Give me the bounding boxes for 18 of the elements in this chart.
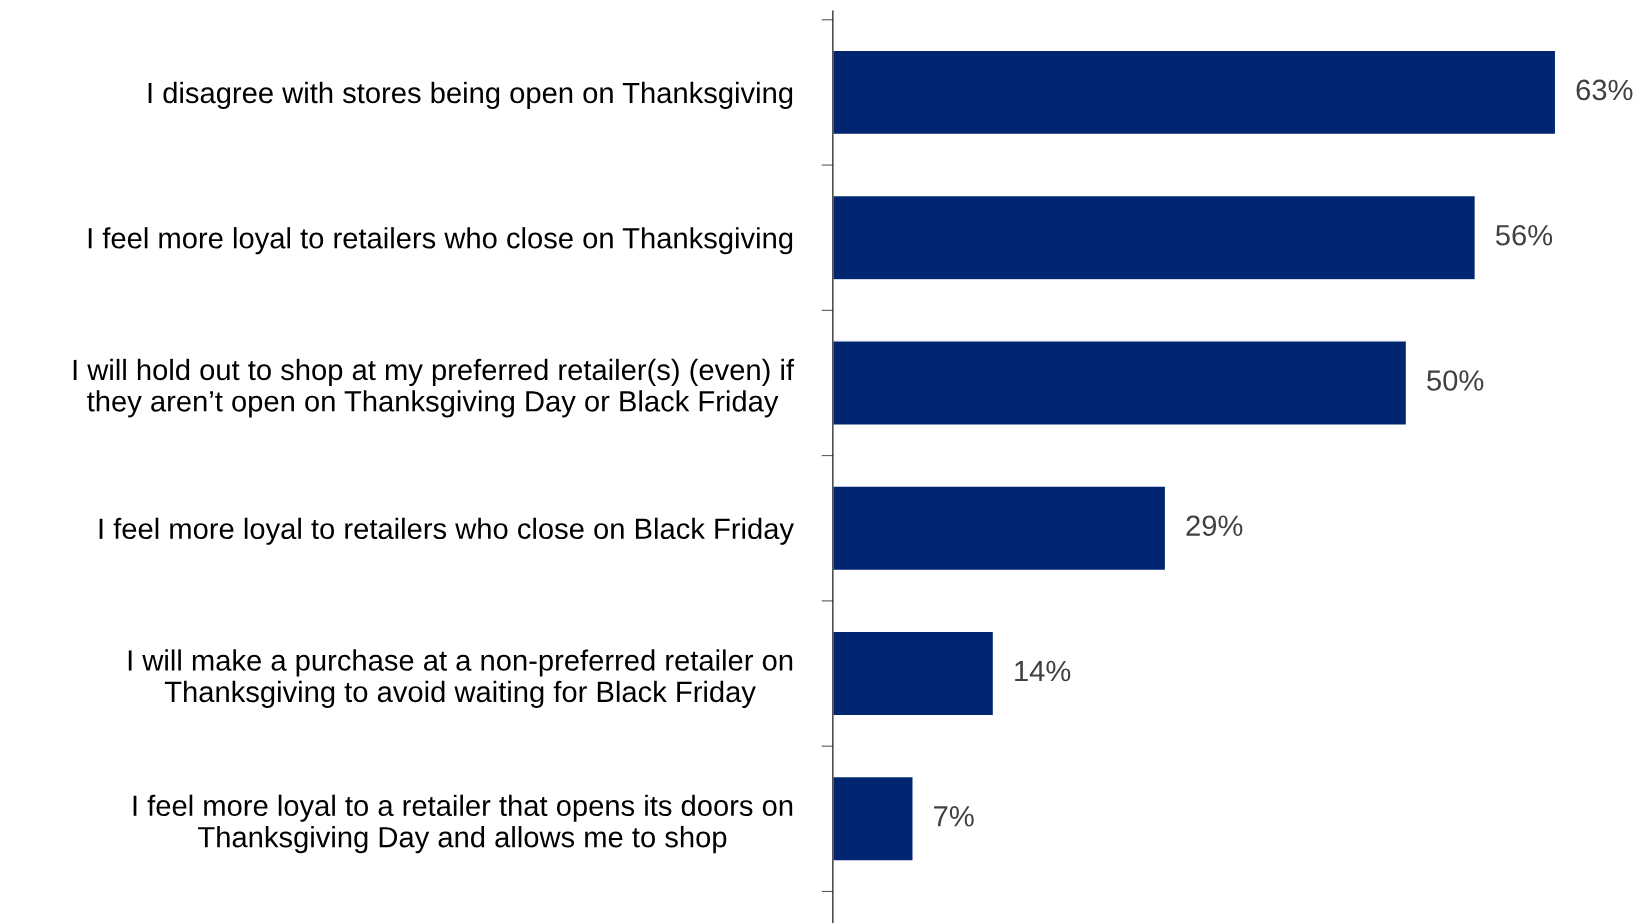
data-label: 29% [1186,515,1243,537]
bar [832,49,1557,136]
bar [832,630,995,717]
bar [832,194,1477,281]
bar [832,775,914,862]
data-label: 7% [934,806,974,827]
data-label: 14% [1015,660,1071,682]
bar [832,485,1167,572]
data-label: 50% [1427,370,1484,391]
bar [832,340,1408,426]
y-tick-label: I feel more loyal to a retailer that opens its doors on Thanksgiving Day and allows me to shop [133,794,793,854]
y-tick-label: I disagree with stores being open on Thanksgiving [148,81,793,110]
data-label: 56% [1495,224,1553,246]
y-tick-label: I feel more loyal to retailers who close on Thanksgiving [88,227,793,255]
y-tick-label: I will hold out to shop at my preferred retailer(s) (even) if they aren’t open on Thanksgiving Day or Black Friday [73,358,795,418]
data-label: 63% [1576,79,1633,101]
y-tick-label: I will make a purchase at a non-preferred retailer on Thanksgiving to avoid waiting for Black Friday [128,649,793,708]
y-tick-label: I feel more loyal to retailers who close on Black Friday [99,517,794,545]
